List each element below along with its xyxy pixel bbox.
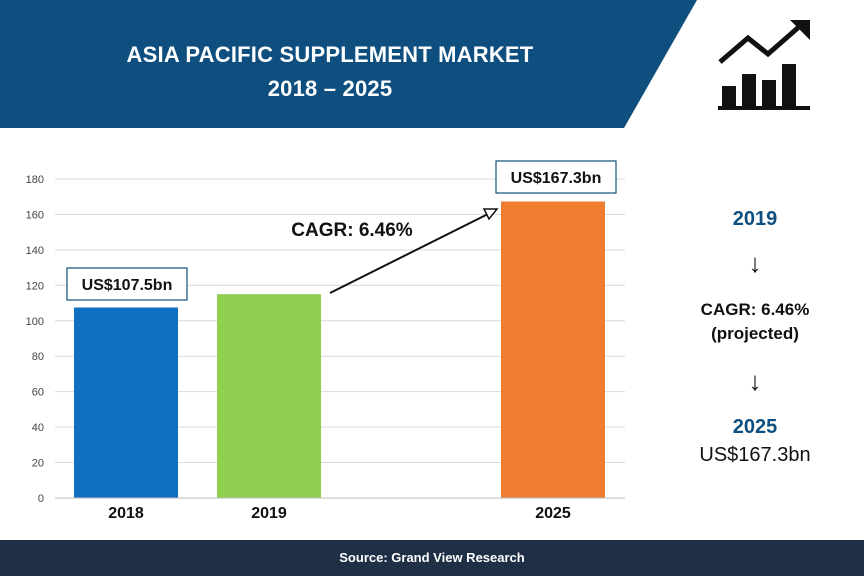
cagr-annotation: CAGR: 6.46% (291, 220, 413, 241)
data-label-box (66, 267, 188, 301)
side-cagr: CAGR: 6.46% (projected) (660, 298, 850, 346)
side-start-year: 2019 (732, 208, 778, 230)
y-tick-label: 180 (26, 174, 44, 186)
x-tick-label: 2025 (535, 505, 571, 522)
bar-2025 (501, 201, 605, 499)
y-tick-label: 40 (32, 422, 44, 434)
bar-2018 (74, 307, 178, 498)
footer-source: Source: Grand View Research (0, 540, 864, 576)
x-tick-label: 2019 (251, 505, 287, 522)
down-arrow-icon: ↓ (748, 248, 762, 278)
page-title: ASIA PACIFIC SUPPLEMENT MARKET 2018 – 20… (0, 38, 660, 106)
cagr-arrow-line (329, 213, 489, 294)
y-tick-label: 100 (26, 316, 44, 328)
y-tick-label: 0 (38, 493, 44, 505)
data-label-box (495, 160, 617, 194)
bar-chart: 0 20 40 60 80 100 120 140 160 180 2018 2019 2025 US$1… (26, 160, 625, 522)
bar-2019 (217, 294, 321, 498)
down-arrow-icon: ↓ (748, 366, 762, 396)
title-line-2: 2018 – 2025 (267, 76, 393, 101)
y-tick-label: 160 (26, 209, 44, 221)
y-tick-label: 20 (32, 458, 44, 470)
cagr-arrowhead-icon (482, 208, 499, 221)
side-end-year: 2025 (732, 416, 778, 438)
x-tick-label: 2018 (108, 505, 144, 522)
bar-chart-trend-up-icon (718, 20, 810, 110)
header-band (0, 0, 697, 128)
y-tick-label: 60 (32, 387, 44, 399)
side-cagr-note: (projected) (711, 324, 799, 343)
data-label: US$167.3bn (511, 170, 602, 187)
data-label: US$107.5bn (82, 277, 173, 294)
side-end-value: US$167.3bn (699, 444, 811, 466)
y-tick-label: 120 (26, 280, 44, 292)
side-cagr-value: CAGR: 6.46% (700, 300, 810, 319)
title-line-1: ASIA PACIFIC SUPPLEMENT MARKET (126, 42, 534, 67)
y-tick-label: 140 (26, 245, 44, 257)
y-tick-label: 80 (32, 351, 44, 363)
